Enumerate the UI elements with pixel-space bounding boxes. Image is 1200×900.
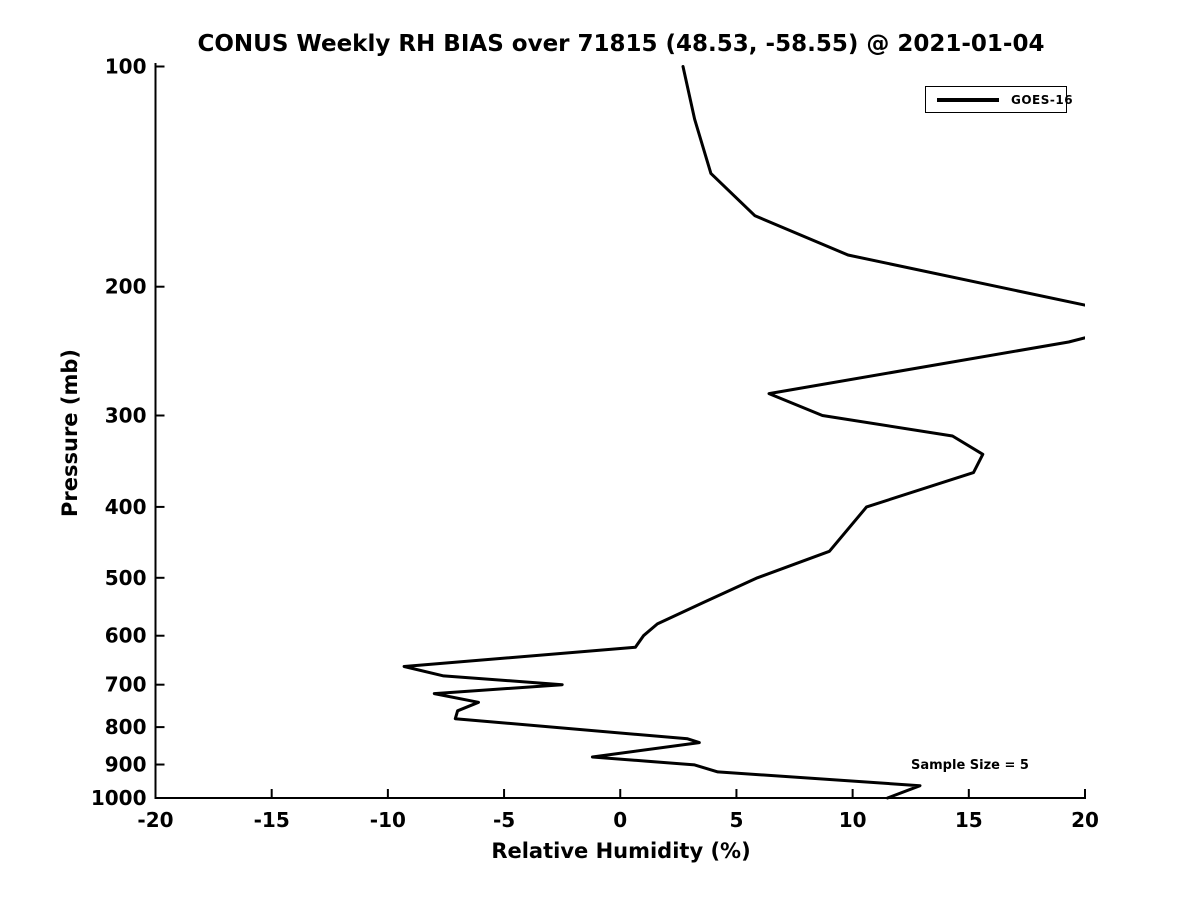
y-tick-label: 300 [105,404,147,428]
y-tick-label: 1000 [91,786,147,810]
x-tick-label: 0 [613,808,627,832]
x-tick-label: -5 [493,808,515,832]
y-tick-label: 900 [105,753,147,777]
y-tick-label: 800 [105,715,147,739]
y-tick-label: 200 [105,275,147,299]
legend-label: GOES-16 [1011,92,1074,107]
y-tick-label: 100 [105,55,147,79]
data-line-goes16 [402,65,1085,800]
y-tick-label: 500 [105,566,147,590]
x-tick-label: 20 [1071,808,1099,832]
x-tick-label: -10 [370,808,406,832]
legend-line-sample [937,97,999,102]
y-tick-label: 600 [105,624,147,648]
x-tick-label: 15 [955,808,983,832]
x-tick-label: 10 [839,808,867,832]
chart-title: CONUS Weekly RH BIAS over 71815 (48.53, … [197,31,1045,57]
legend: GOES-16 [925,86,1073,113]
y-tick-label: 400 [105,495,147,519]
x-axis-label: Relative Humidity (%) [491,839,751,863]
x-tick-label: -15 [254,808,290,832]
x-tick-label: 5 [729,808,743,832]
y-tick-label: 700 [105,673,147,697]
sample-size-annotation: Sample Size = 5 [911,758,1029,773]
x-tick-label: -20 [137,808,173,832]
